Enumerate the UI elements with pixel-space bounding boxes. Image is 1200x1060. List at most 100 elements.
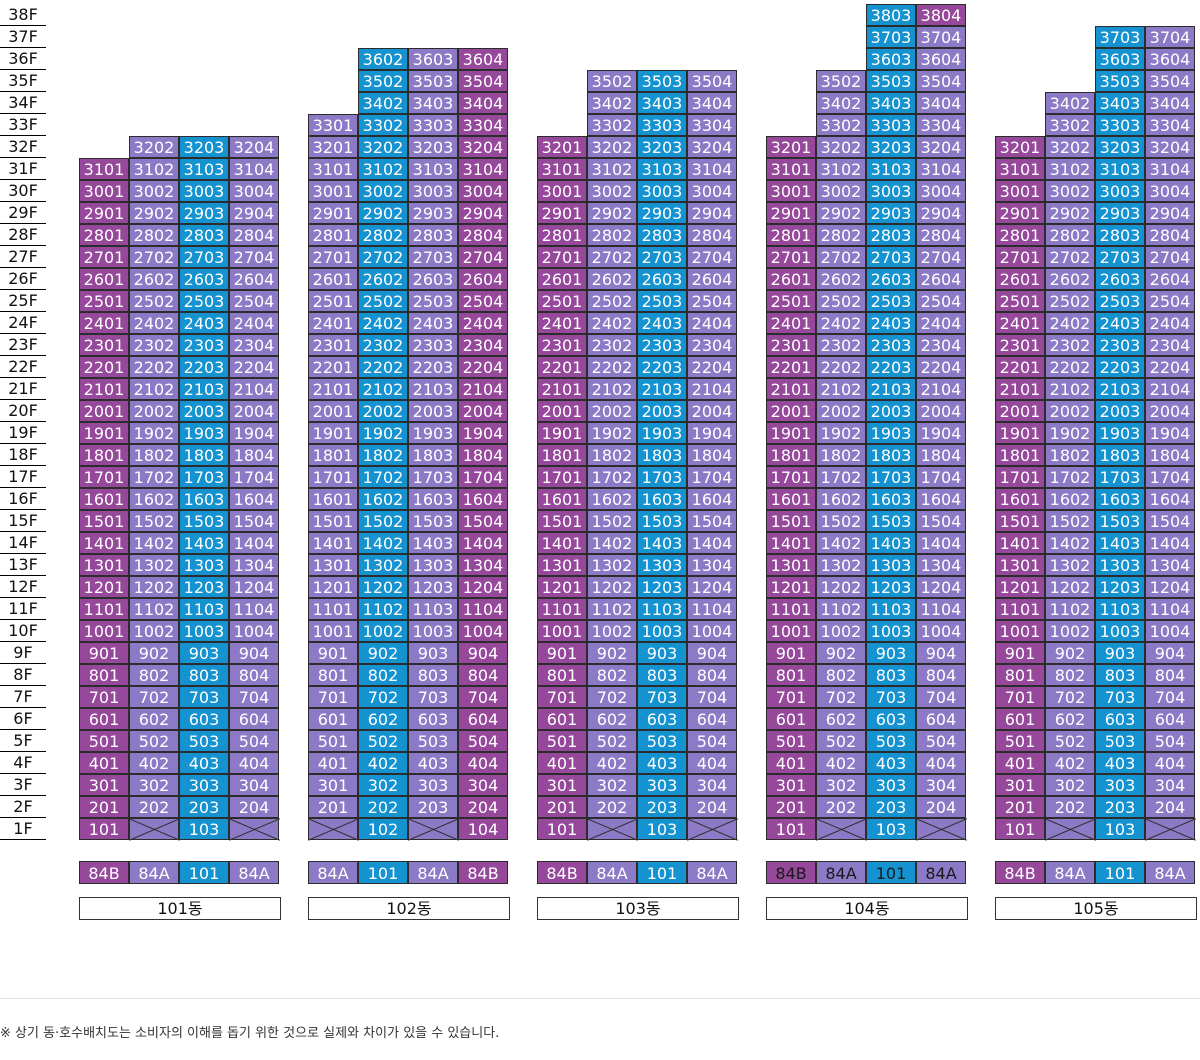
unit-cell: 1703 [408, 466, 458, 488]
unit-cell: 1602 [816, 488, 866, 510]
unit-cell: 3201 [766, 136, 816, 158]
unit-cell: 3604 [458, 48, 508, 70]
unit-cell: 2304 [1145, 334, 1195, 356]
unit-cell: 1503 [637, 510, 687, 532]
unit-cell-empty [308, 818, 358, 840]
unit-cell: 2602 [587, 268, 637, 290]
unit-cell: 1302 [1045, 554, 1095, 576]
unit-cell: 1503 [866, 510, 916, 532]
unit-cell: 1801 [537, 444, 587, 466]
unit-cell: 2404 [916, 312, 966, 334]
unit-cell: 901 [79, 642, 129, 664]
unit-cell: 1704 [229, 466, 279, 488]
unit-cell: 603 [866, 708, 916, 730]
unit-cell: 2603 [408, 268, 458, 290]
unit-cell: 1804 [687, 444, 737, 466]
unit-cell: 2001 [308, 400, 358, 422]
floor-label: 22F [0, 356, 46, 378]
unit-cell: 1303 [637, 554, 687, 576]
unit-cell: 1404 [1145, 532, 1195, 554]
unit-cell: 2601 [79, 268, 129, 290]
floor-label: 17F [0, 466, 46, 488]
unit-cell: 2303 [866, 334, 916, 356]
floor-label: 3F [0, 774, 46, 796]
unit-cell: 1501 [537, 510, 587, 532]
unit-type-label: 101 [179, 861, 229, 884]
unit-cell: 302 [816, 774, 866, 796]
unit-cell: 2501 [537, 290, 587, 312]
unit-cell: 1303 [408, 554, 458, 576]
unit-cell: 1104 [1145, 598, 1195, 620]
unit-cell: 1504 [458, 510, 508, 532]
unit-cell: 2002 [587, 400, 637, 422]
unit-cell: 2103 [179, 378, 229, 400]
unit-cell: 1704 [1145, 466, 1195, 488]
unit-cell: 1803 [408, 444, 458, 466]
unit-cell: 1101 [308, 598, 358, 620]
unit-cell: 1603 [408, 488, 458, 510]
unit-cell: 3003 [1095, 180, 1145, 202]
unit-cell: 3803 [866, 4, 916, 26]
unit-cell: 202 [129, 796, 179, 818]
building-4: 101 201 301 401 501 601 701 801 901 1001 1101 1201 1… [766, 0, 968, 1000]
unit-cell: 801 [308, 664, 358, 686]
unit-cell: 904 [1145, 642, 1195, 664]
unit-cell: 304 [458, 774, 508, 796]
unit-cell: 2902 [129, 202, 179, 224]
unit-cell: 502 [816, 730, 866, 752]
unit-type-label: 84A [816, 861, 866, 884]
unit-cell: 1203 [866, 576, 916, 598]
unit-cell: 1804 [1145, 444, 1195, 466]
unit-cell: 1104 [916, 598, 966, 620]
unit-cell: 1702 [1045, 466, 1095, 488]
floor-label: 30F [0, 180, 46, 202]
unit-cell: 2302 [587, 334, 637, 356]
unit-cell: 3001 [766, 180, 816, 202]
unit-cell: 902 [816, 642, 866, 664]
unit-cell: 804 [1145, 664, 1195, 686]
unit-cell: 304 [687, 774, 737, 796]
unit-cell: 2304 [916, 334, 966, 356]
unit-cell: 1504 [687, 510, 737, 532]
unit-cell: 802 [816, 664, 866, 686]
unit-cell: 103 [637, 818, 687, 840]
unit-cell-empty [916, 818, 966, 840]
unit-cell: 2303 [179, 334, 229, 356]
unit-cell: 1602 [587, 488, 637, 510]
unit-cell: 104 [458, 818, 508, 840]
unit-cell: 1204 [916, 576, 966, 598]
unit-cell: 602 [587, 708, 637, 730]
unit-cell: 1804 [458, 444, 508, 466]
unit-cell: 3104 [687, 158, 737, 180]
unit-cell: 2304 [458, 334, 508, 356]
unit-cell: 3101 [995, 158, 1045, 180]
unit-cell: 102 [358, 818, 408, 840]
unit-cell: 2103 [866, 378, 916, 400]
unit-cell: 1204 [687, 576, 737, 598]
unit-cell: 3004 [916, 180, 966, 202]
unit-cell: 2004 [1145, 400, 1195, 422]
floor-label: 32F [0, 136, 46, 158]
unit-cell: 2404 [458, 312, 508, 334]
unit-cell: 2204 [1145, 356, 1195, 378]
unit-cell: 3303 [408, 114, 458, 136]
unit-cell: 2503 [866, 290, 916, 312]
floor-label: 20F [0, 400, 46, 422]
unit-cell: 1604 [916, 488, 966, 510]
unit-cell: 1301 [79, 554, 129, 576]
unit-cell: 203 [866, 796, 916, 818]
unit-cell: 2603 [866, 268, 916, 290]
unit-cell: 2904 [1145, 202, 1195, 224]
unit-cell: 3102 [358, 158, 408, 180]
unit-cell: 402 [1045, 752, 1095, 774]
unit-cell: 2502 [358, 290, 408, 312]
unit-cell: 601 [766, 708, 816, 730]
unit-cell: 3003 [866, 180, 916, 202]
unit-cell: 1603 [1095, 488, 1145, 510]
unit-cell: 1402 [1045, 532, 1095, 554]
unit-cell: 1901 [995, 422, 1045, 444]
unit-cell: 2204 [916, 356, 966, 378]
floor-label: 5F [0, 730, 46, 752]
unit-cell: 3402 [816, 92, 866, 114]
unit-cell: 903 [408, 642, 458, 664]
